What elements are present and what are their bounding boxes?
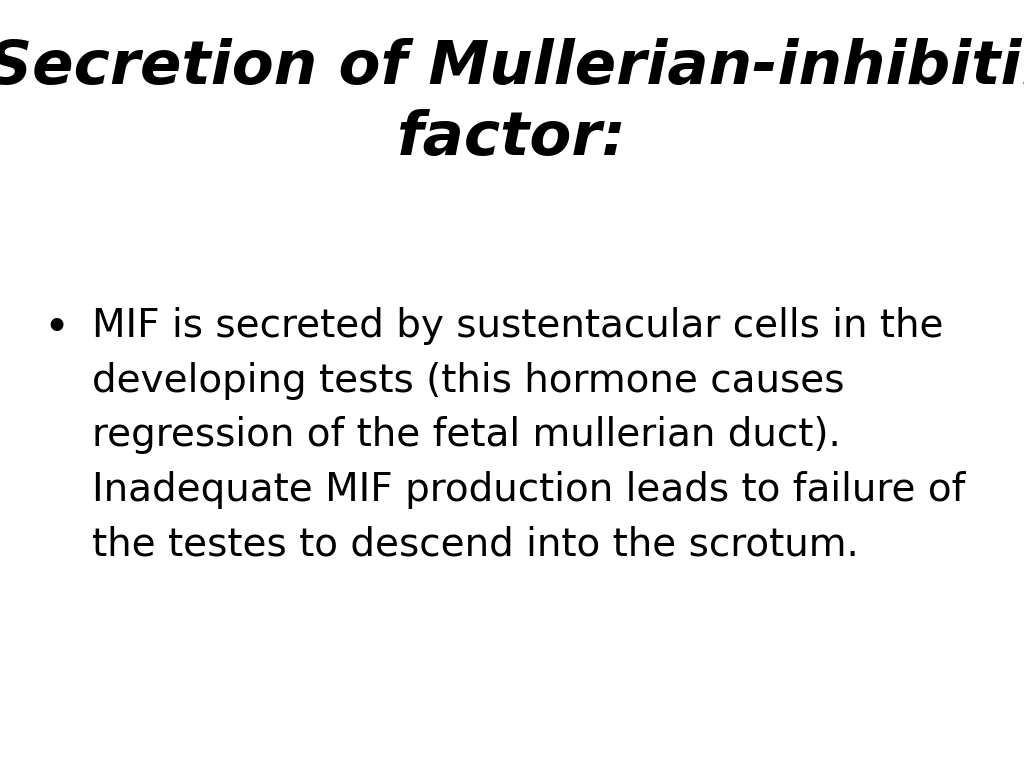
Text: MIF is secreted by sustentacular cells in the
developing tests (this hormone cau: MIF is secreted by sustentacular cells i… — [92, 307, 966, 563]
Text: f- Secretion of Mullerian-inhibiting
factor:: f- Secretion of Mullerian-inhibiting fac… — [0, 38, 1024, 168]
Text: •: • — [43, 307, 70, 350]
